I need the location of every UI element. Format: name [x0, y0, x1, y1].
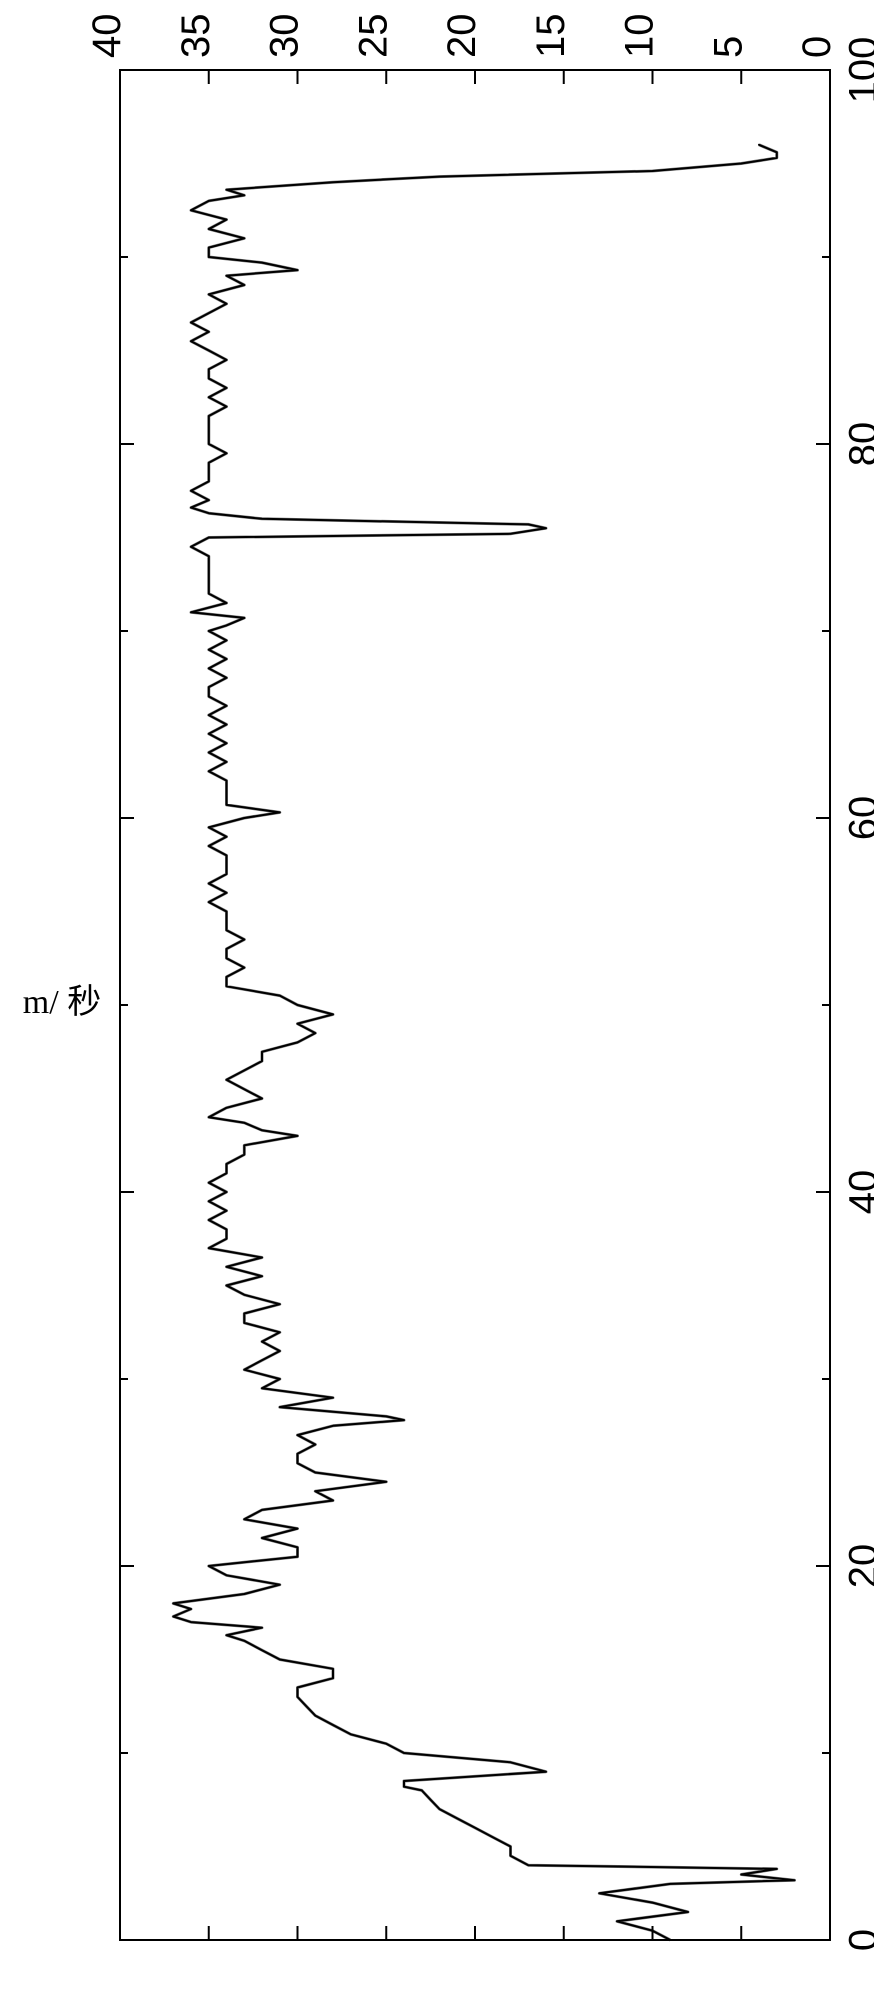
plot-frame — [120, 70, 830, 1940]
value-tick-label: 25 — [351, 14, 395, 59]
chart-container: 0 5 10 15 20 25 30 35 40 0 20 40 60 80 100 m/ 秒 — [0, 0, 874, 2001]
line-chart: 0 5 10 15 20 25 30 35 40 0 20 40 60 80 100 m/ 秒 — [0, 0, 874, 2001]
value-tick-label: 0 — [795, 36, 839, 58]
value-tick-label: 20 — [440, 14, 484, 59]
data-line — [173, 145, 794, 1940]
time-tick-label: 0 — [842, 1929, 874, 1951]
time-tick-label: 60 — [842, 796, 874, 841]
value-tick-label: 5 — [706, 36, 750, 58]
value-tick-label: 10 — [618, 14, 662, 59]
time-tick-label: 40 — [842, 1170, 874, 1215]
value-tick-label: 30 — [263, 14, 307, 59]
value-tick-label: 40 — [85, 14, 129, 59]
time-tick-label: 80 — [842, 422, 874, 467]
time-tick-label: 20 — [842, 1544, 874, 1589]
value-tick-label: 15 — [529, 14, 573, 59]
data-line-bold — [173, 145, 794, 1940]
value-tick-label: 35 — [174, 14, 218, 59]
value-axis-label: m/ 秒 — [23, 983, 101, 1021]
time-tick-label: 100 — [842, 37, 874, 104]
